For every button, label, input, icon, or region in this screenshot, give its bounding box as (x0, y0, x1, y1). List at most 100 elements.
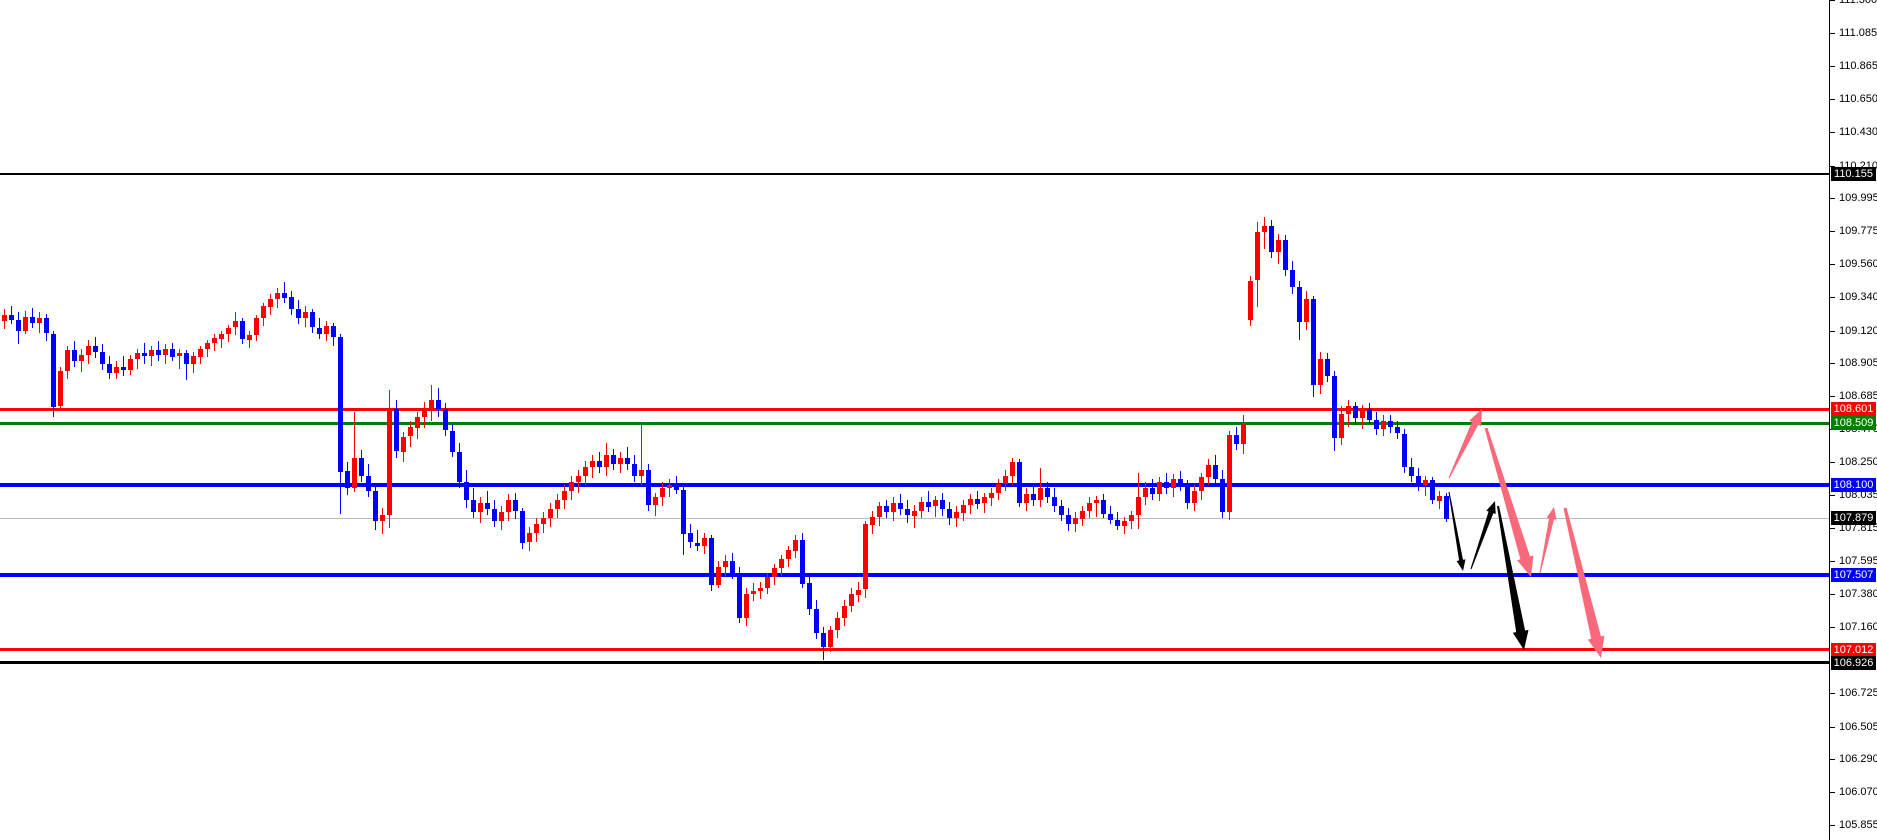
candle-wick (354, 412, 355, 492)
price-tick-label: 106.505 (1839, 721, 1877, 733)
candle-body (254, 318, 259, 335)
hline-level-108509[interactable] (0, 422, 1829, 425)
hline-resistance-110155[interactable] (0, 173, 1829, 175)
candle-body (800, 540, 805, 584)
hline-level-108100[interactable] (0, 483, 1829, 487)
price-tick-label: 108.685 (1839, 390, 1877, 402)
candle-body (695, 543, 700, 546)
candle-wick (914, 505, 915, 528)
candle-wick (137, 349, 138, 369)
candle-body (723, 561, 728, 567)
price-tick-label: 107.380 (1839, 588, 1877, 600)
candle-body (1192, 491, 1197, 503)
candle-body (1052, 497, 1057, 506)
black-down-arrow-2[interactable] (1497, 505, 1529, 650)
pink-up-arrow-1[interactable] (1448, 409, 1483, 479)
price-axis[interactable]: 111.300 111.085 110.865 110.650 110.430 110.2… (1829, 0, 1877, 840)
candle-body (114, 367, 119, 373)
candle-body (905, 509, 910, 515)
candle-body (1367, 409, 1372, 420)
price-tick-mark (1830, 594, 1835, 595)
candle-body (1346, 406, 1351, 414)
candle-body (100, 352, 105, 364)
hline-resistance-108601[interactable] (0, 408, 1829, 411)
pink-up-arrow-2[interactable] (1539, 507, 1557, 574)
candle-wick (1040, 468, 1041, 507)
level-price-label-108.100: 108.100 (1831, 478, 1876, 492)
candle-body (709, 538, 714, 585)
candle-body (849, 594, 854, 606)
candle-wick (284, 282, 285, 303)
level-price-label-107.012: 107.012 (1831, 643, 1876, 657)
candle-wick (151, 346, 152, 366)
price-tick-mark (1830, 495, 1835, 496)
candle-body (688, 533, 693, 542)
price-tick-label: 107.815 (1839, 522, 1877, 534)
candle-body (653, 497, 658, 505)
pink-down-arrow-2[interactable] (1563, 507, 1605, 658)
candle-body (184, 353, 189, 364)
candle-body (1234, 435, 1239, 444)
candle-body (534, 524, 539, 533)
black-down-arrow-1[interactable] (1448, 491, 1466, 571)
candle-body (93, 346, 98, 352)
candle-body (744, 594, 749, 618)
candle-body (1157, 482, 1162, 494)
pink-down-arrow-1[interactable] (1484, 427, 1534, 577)
candle-body (877, 506, 882, 517)
candle-body (261, 306, 266, 318)
price-tick-label: 107.160 (1839, 621, 1877, 633)
candle-body (870, 517, 875, 525)
candle-body (317, 328, 322, 334)
candle-body (51, 334, 56, 407)
candle-wick (697, 530, 698, 551)
candle-body (296, 309, 301, 318)
candle-body (730, 561, 735, 573)
candle-body (1017, 462, 1022, 503)
candle-body (1241, 424, 1246, 444)
price-tick-mark (1830, 166, 1835, 167)
hline-support-107507[interactable] (0, 573, 1829, 577)
candle-body (485, 503, 490, 509)
candle-body (681, 490, 686, 534)
candle-body (674, 485, 679, 490)
black-up-arrow-1[interactable] (1470, 501, 1496, 570)
candle-body (65, 350, 70, 371)
candle-body (1143, 488, 1148, 497)
candle-body (1101, 500, 1106, 514)
price-tick-mark (1830, 132, 1835, 133)
price-tick-label: 109.560 (1839, 258, 1877, 270)
candle-body (401, 437, 406, 452)
candle-body (1269, 226, 1274, 252)
candle-body (464, 482, 469, 500)
candle-body (121, 367, 126, 370)
hline-support-106926[interactable] (0, 661, 1829, 664)
candle-body (1206, 465, 1211, 477)
candle-body (58, 371, 63, 406)
candle-body (1024, 494, 1029, 503)
candle-body (716, 567, 721, 585)
candle-body (975, 499, 980, 504)
candle-body (373, 491, 378, 521)
hline-support-107012[interactable] (0, 648, 1829, 651)
candle-body (793, 540, 798, 551)
candle-body (646, 470, 651, 505)
candle-body (1262, 226, 1267, 232)
candlestick-chart[interactable] (0, 0, 1829, 840)
price-tick-label: 111.085 (1839, 27, 1877, 39)
candle-body (1199, 477, 1204, 491)
candle-body (702, 538, 707, 546)
price-tick-mark (1830, 264, 1835, 265)
candle-wick (935, 496, 936, 517)
candle-wick (179, 349, 180, 369)
candle-wick (1096, 496, 1097, 517)
candle-body (1395, 427, 1400, 433)
candle-body (1115, 520, 1120, 526)
candle-body (219, 334, 224, 339)
candle-body (429, 400, 434, 409)
price-tick-label: 110.650 (1839, 93, 1877, 105)
price-tick-label: 109.340 (1839, 291, 1877, 303)
candle-body (44, 318, 49, 333)
candle-body (940, 500, 945, 509)
candle-body (863, 524, 868, 589)
